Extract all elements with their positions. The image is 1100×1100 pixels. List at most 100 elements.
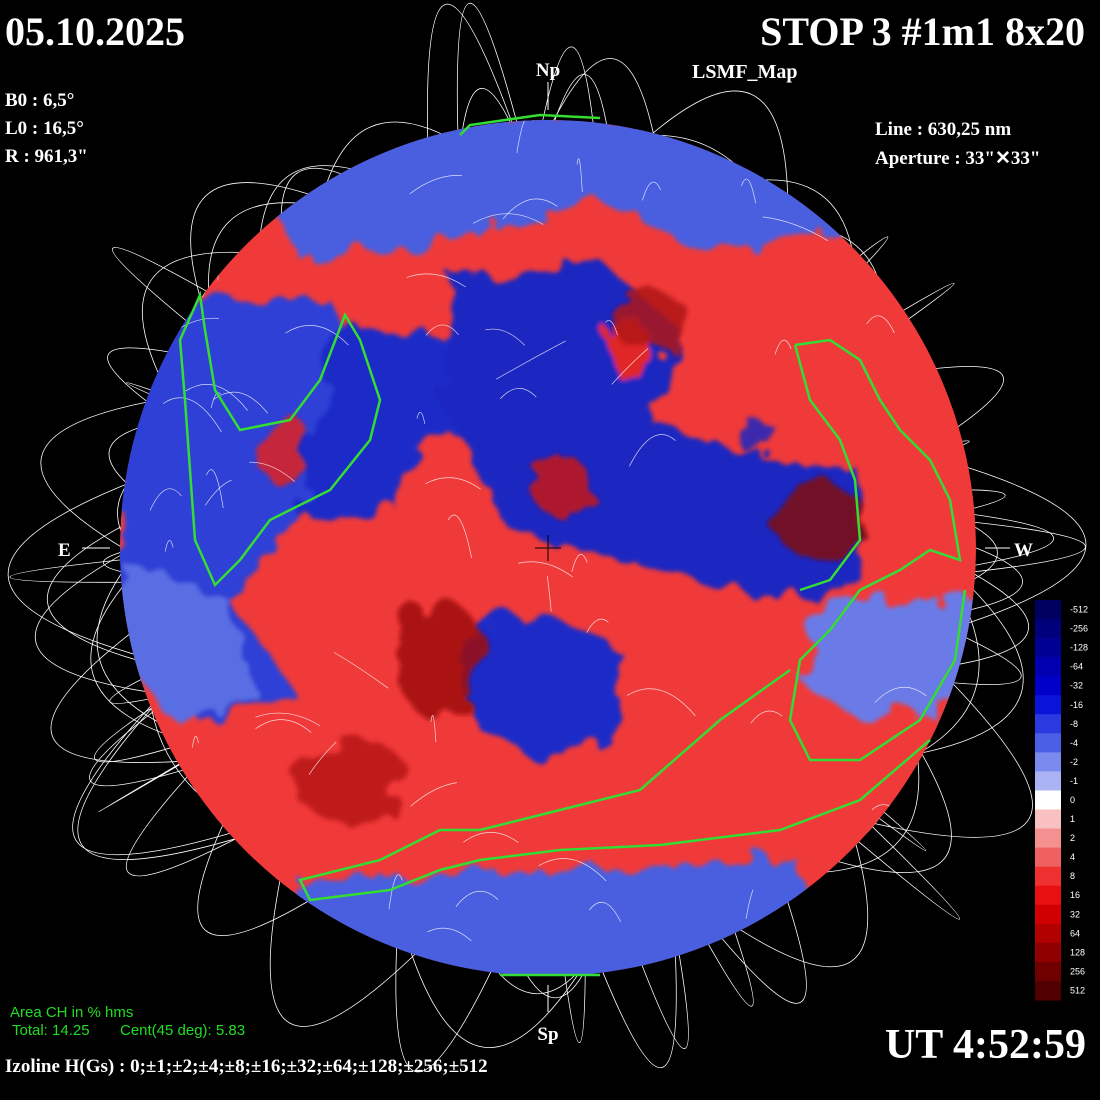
field-line: [852, 821, 960, 920]
field-line: [540, 46, 595, 131]
colorbar-segment: [1035, 961, 1061, 982]
field-line: [745, 889, 754, 919]
field-line: [966, 513, 1055, 567]
field-line: [500, 388, 537, 400]
south: Sp: [537, 1024, 558, 1045]
field-line: [72, 699, 238, 856]
colorbar-segment: [1035, 733, 1061, 753]
field-line: [959, 464, 1087, 626]
field-line: [463, 831, 519, 843]
field-line: [866, 677, 1033, 838]
field-line: [112, 247, 214, 326]
ch-central: Cent(45 deg): 5.83: [120, 1022, 245, 1039]
north: Np: [536, 60, 560, 81]
field-line: [430, 715, 437, 742]
field-line: [896, 282, 955, 324]
izoline: Izoline H(Gs) : 0;±1;±2;±4;±8;±16;±32;±6…: [5, 1056, 488, 1077]
field-line: [571, 554, 588, 572]
field-line: [255, 719, 312, 733]
colorbar-segment: [1035, 847, 1061, 868]
field-line: [563, 966, 586, 1043]
station: STOP 3 #1m1 8x20: [760, 9, 1085, 54]
field-line: [611, 348, 649, 385]
colorbar-segment: [1035, 790, 1061, 811]
ch-total: Total: 14.25: [12, 1022, 90, 1039]
field-line: [966, 522, 998, 584]
field-line: [642, 181, 661, 201]
field-line: [94, 703, 178, 763]
field-line: [206, 469, 224, 508]
field-line: [107, 347, 176, 407]
b0: B0 : 6,5°: [5, 90, 74, 111]
field-line: [162, 397, 222, 433]
colorbar-segment: [1035, 619, 1061, 639]
field-line: [9, 558, 130, 583]
aperture: Aperture : 33"✕33": [875, 148, 1040, 169]
colorbar-label: 256: [1070, 966, 1085, 976]
field-line: [185, 383, 248, 411]
field-line: [872, 806, 927, 851]
colorbar-segment: [1035, 885, 1061, 906]
field-line: [866, 315, 895, 334]
field-line: [496, 340, 566, 380]
time: UT 4:52:59: [885, 1022, 1086, 1068]
field-line: [427, 3, 515, 146]
field-line: [516, 120, 534, 154]
field-line: [108, 425, 147, 489]
field-line: [551, 73, 609, 133]
colorbar-segment: [1035, 752, 1061, 772]
field-line: [774, 339, 792, 355]
colorbar-segment: [1035, 714, 1061, 734]
colorbar-label: -2: [1070, 757, 1078, 767]
field-line: [716, 894, 807, 1004]
colorbar-segment: [1035, 923, 1061, 944]
colorbar-segment: [1035, 676, 1061, 696]
colorbar-segment: [1035, 695, 1061, 715]
field-line: [447, 514, 472, 559]
colorbar-segment: [1035, 771, 1061, 791]
radius: R : 961,3": [5, 146, 88, 167]
field-line: [259, 165, 362, 243]
colorbar-label: -1: [1070, 776, 1078, 786]
east: E: [58, 540, 71, 561]
colorbar-label: -512: [1070, 605, 1088, 615]
field-line: [874, 687, 927, 703]
field-line: [928, 366, 1004, 432]
field-line: [741, 178, 757, 204]
field-line: [34, 550, 154, 694]
colorbar-label: -16: [1070, 700, 1083, 710]
field-line: [517, 561, 573, 578]
field-line: [425, 324, 459, 336]
field-line: [255, 712, 321, 727]
field-line: [280, 168, 351, 224]
field-line: [638, 947, 689, 1049]
date: 05.10.2025: [5, 9, 185, 54]
field-line: [208, 202, 308, 300]
field-line: [455, 891, 499, 908]
field-line: [90, 578, 173, 737]
field-line: [546, 576, 552, 612]
field-line: [190, 182, 318, 309]
field-line: [732, 835, 869, 968]
field-line: [125, 382, 159, 398]
line: Line : 630,25 nm: [875, 119, 1011, 140]
field-line: [829, 746, 952, 873]
colorbar: -512 -256 -128 -64 -32 -16 -8 -4 -2 -1 0 1 2 4 8 16 32 64…: [1035, 600, 1088, 1001]
field-line: [410, 782, 457, 807]
field-line: [963, 489, 1006, 511]
colorbar-label: 1: [1070, 814, 1075, 824]
field-line: [750, 710, 783, 724]
field-line: [751, 179, 855, 261]
field-line: [461, 88, 514, 138]
field-line: [164, 540, 174, 552]
field-line: [388, 874, 403, 910]
field-line: [522, 965, 588, 999]
colorbar-label: 32: [1070, 909, 1080, 919]
west: W: [1014, 540, 1033, 561]
colorbar-label: -4: [1070, 738, 1078, 748]
field-line: [205, 479, 232, 506]
field-line: [149, 488, 182, 511]
field-line: [853, 236, 889, 269]
field-line: [576, 158, 583, 193]
field-line: [323, 121, 453, 194]
